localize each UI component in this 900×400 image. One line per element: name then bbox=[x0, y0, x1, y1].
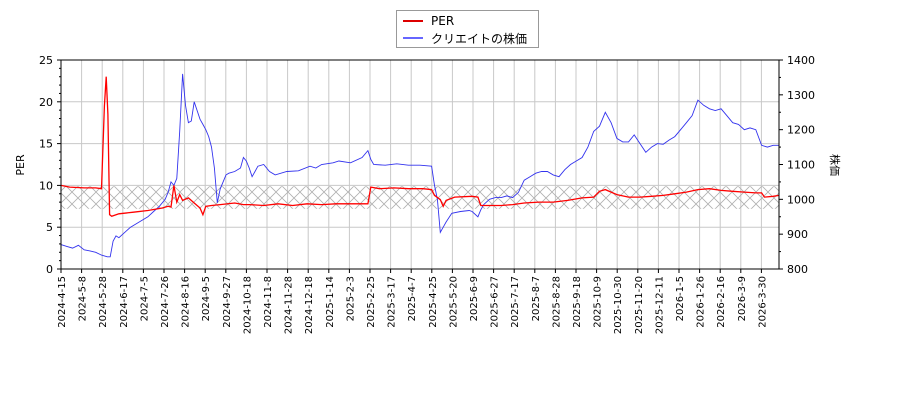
plot-frame bbox=[60, 59, 780, 270]
x-tick-label: 2024-4-15 bbox=[57, 276, 68, 328]
x-tick-label: 2024-9-5 bbox=[201, 276, 212, 321]
x-tick-label: 2025-6-9 bbox=[469, 276, 480, 321]
right-tick-label: 1400 bbox=[787, 54, 815, 67]
x-tick-label: 2025-10-30 bbox=[613, 276, 624, 334]
x-tick-label: 2026-1-5 bbox=[675, 276, 686, 321]
x-tick-label: 2025-4-7 bbox=[407, 276, 418, 321]
left-tick-label: 20 bbox=[39, 96, 53, 109]
x-tick-label: 2025-2-3 bbox=[345, 276, 356, 321]
left-tick-label: 15 bbox=[39, 138, 53, 151]
x-tick-label: 2025-12-11 bbox=[654, 276, 665, 334]
x-tick-label: 2025-10-9 bbox=[593, 276, 604, 328]
per-line bbox=[60, 76, 780, 218]
x-tick-label: 2025-8-28 bbox=[551, 276, 562, 328]
x-tick-label: 2025-9-18 bbox=[572, 276, 583, 328]
x-tick-label: 2026-1-26 bbox=[696, 276, 707, 328]
legend-item-price: クリエイトの株価 bbox=[403, 30, 527, 46]
series-lines bbox=[60, 73, 780, 258]
x-tick-label: 2024-5-8 bbox=[78, 276, 89, 321]
right-tick-label: 1100 bbox=[787, 159, 815, 172]
x-tick-label: 2025-2-25 bbox=[366, 276, 377, 328]
right-tick-label: 1200 bbox=[787, 124, 815, 137]
per-line-swatch-icon bbox=[403, 20, 423, 22]
x-tick-label: 2024-5-28 bbox=[98, 276, 109, 328]
x-tick-label: 2024-6-17 bbox=[119, 276, 130, 328]
stock-price-line bbox=[60, 73, 779, 258]
right-tick-label: 800 bbox=[787, 263, 808, 276]
grid-lines bbox=[61, 60, 779, 269]
left-tick-label: 0 bbox=[46, 263, 53, 276]
left-tick-label: 25 bbox=[39, 54, 53, 67]
x-tick-label: 2026-3-30 bbox=[757, 276, 768, 328]
x-tick-label: 2024-8-16 bbox=[181, 276, 192, 328]
x-tick-label: 2026-3-9 bbox=[737, 276, 748, 321]
left-tick-label: 10 bbox=[39, 179, 53, 192]
x-tick-label: 2025-7-17 bbox=[510, 276, 521, 328]
x-tick-label: 2024-11-28 bbox=[284, 276, 295, 334]
legend-label-price: クリエイトの株価 bbox=[431, 31, 528, 46]
legend-label-per: PER bbox=[431, 14, 455, 28]
right-tick-label: 900 bbox=[787, 228, 808, 241]
x-tick-label: 2025-11-20 bbox=[634, 276, 645, 334]
left-y-axis: 0 5 10 15 20 25 bbox=[39, 54, 61, 276]
x-tick-label: 2025-4-25 bbox=[428, 276, 439, 328]
left-axis-label: PER bbox=[14, 154, 27, 176]
x-tick-label: 2025-8-7 bbox=[531, 276, 542, 321]
x-tick-label: 2025-6-27 bbox=[490, 276, 501, 328]
right-axis-label: 株価 bbox=[828, 154, 842, 176]
x-tick-label: 2024-12-18 bbox=[304, 276, 315, 334]
x-tick-label: 2024-7-26 bbox=[160, 276, 171, 328]
price-line-swatch-icon bbox=[403, 37, 423, 39]
right-tick-label: 1000 bbox=[787, 193, 815, 206]
x-tick-label: 2024-7-5 bbox=[139, 276, 150, 321]
right-tick-label: 1300 bbox=[787, 89, 815, 102]
x-tick-label: 2024-10-18 bbox=[242, 276, 253, 334]
x-tick-label: 2026-2-16 bbox=[716, 276, 727, 328]
x-tick-label: 2024-9-27 bbox=[222, 276, 233, 328]
left-tick-label: 5 bbox=[46, 221, 53, 234]
x-tick-label: 2025-3-17 bbox=[387, 276, 398, 328]
x-tick-label: 2025-5-20 bbox=[448, 276, 459, 328]
legend: PER クリエイトの株価 bbox=[396, 10, 539, 48]
x-tick-label: 2024-11-8 bbox=[263, 276, 274, 328]
x-tick-label: 2025-1-14 bbox=[325, 276, 336, 328]
legend-item-per: PER bbox=[403, 13, 454, 29]
right-y-axis: 800 900 1000 1100 1200 1300 1400 bbox=[779, 54, 815, 276]
x-axis: 2024-4-15 2024-5-8 2024-5-28 2024-6-17 2024-… bbox=[57, 269, 768, 334]
